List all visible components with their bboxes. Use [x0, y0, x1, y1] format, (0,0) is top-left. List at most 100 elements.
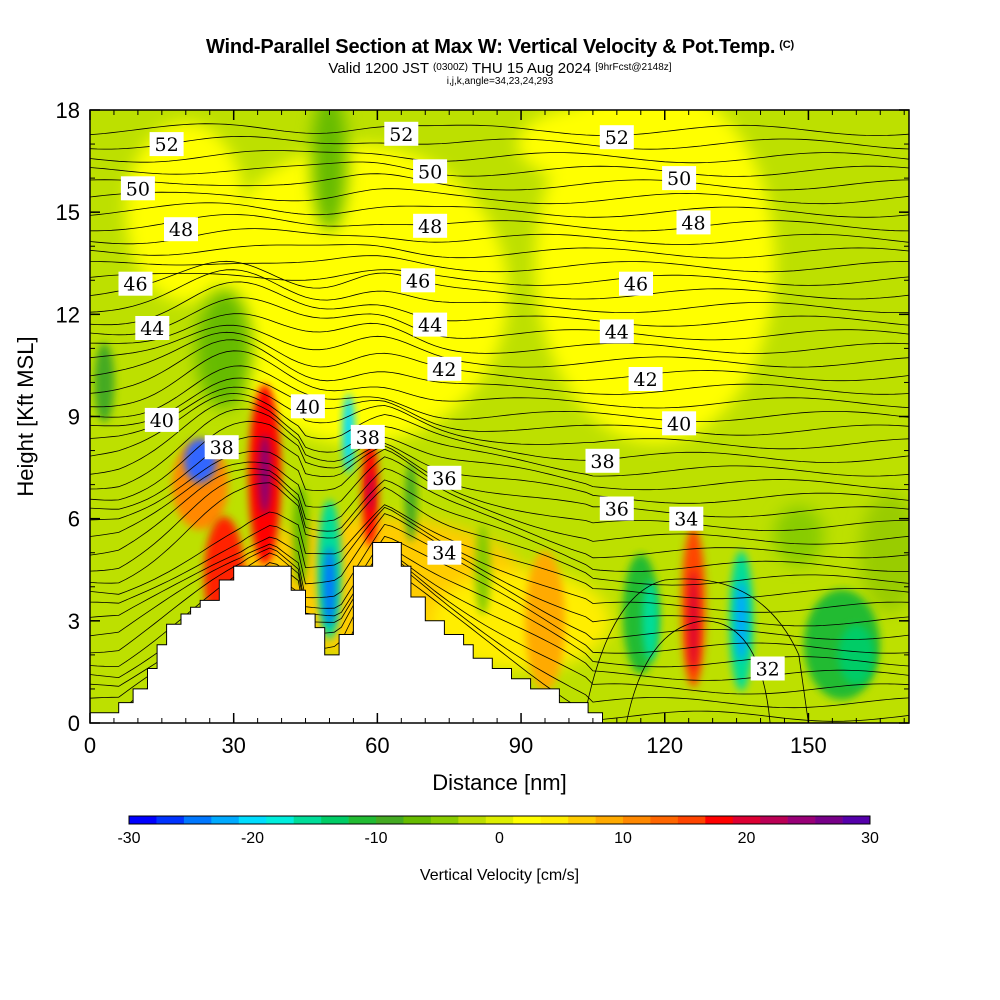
y-tick-label: 18: [56, 98, 80, 123]
contour-label-text: 38: [210, 437, 234, 459]
colorbar-swatch: [376, 816, 404, 824]
contour-label-text: 42: [432, 359, 456, 381]
colorbar-swatch: [787, 816, 816, 824]
colorbar-tick-label: 10: [614, 830, 632, 847]
colorbar-swatch: [650, 816, 679, 824]
x-tick-label: 30: [221, 733, 245, 758]
colorbar-swatch: [815, 816, 843, 824]
valid-utc: (0300Z): [432, 62, 468, 73]
colorbar-swatch: [430, 816, 459, 824]
colorbar-swatch: [211, 816, 240, 824]
colorbar-swatch: [595, 816, 624, 824]
contour-label: 48: [413, 213, 448, 238]
colorbar-tick-label: -20: [241, 830, 264, 847]
contour-label: 44: [599, 319, 634, 344]
colorbar-tick-label: -10: [364, 830, 387, 847]
colorbar-swatch: [183, 816, 212, 824]
y-axis-title: Height [Kft MSL]: [13, 336, 38, 496]
colorbar-swatch: [623, 816, 651, 824]
colorbar-swatch: [156, 816, 185, 824]
contour-label: 48: [164, 217, 198, 242]
contour-label-text: 46: [123, 274, 147, 296]
chart-subtitle: Valid 1200 JST (0300Z) THU 15 Aug 2024 […: [328, 60, 672, 77]
contour-label: 52: [149, 132, 184, 157]
contour-label-text: 48: [169, 219, 193, 241]
x-tick-label: 60: [365, 733, 389, 758]
colorbar-swatch: [732, 816, 761, 824]
colorbar-swatch: [540, 816, 569, 824]
contour-label-text: 38: [356, 427, 380, 449]
terrain-mask: [90, 542, 603, 723]
contour-label: 52: [599, 125, 634, 150]
colorbar-tick-label: 30: [861, 830, 879, 847]
contour-label-text: 40: [296, 396, 320, 418]
contour-label-text: 38: [590, 451, 614, 473]
colorbar-swatch: [705, 816, 734, 824]
contour-label: 38: [204, 435, 239, 460]
contour-label: 40: [662, 411, 697, 436]
contour-label: 50: [662, 166, 697, 191]
x-tick-label: 150: [790, 733, 827, 758]
x-tick-label: 0: [84, 733, 96, 758]
contour-label: 42: [427, 356, 462, 381]
colorbar-swatch: [568, 816, 596, 824]
colorbar-swatch: [348, 816, 377, 824]
contour-label-text: 52: [605, 127, 629, 149]
contour-label-text: 48: [418, 216, 442, 238]
colorbar: -30 -20 -10 0 10 20 30 Vertical Velocity [cm/s]: [117, 815, 879, 884]
colorbar-swatch: [458, 816, 487, 824]
contour-label-text: 50: [126, 178, 150, 200]
chart-title: Wind-Parallel Section at Max W: Vertical…: [206, 36, 794, 58]
contour-label: 38: [350, 424, 385, 449]
colorbar-title: Vertical Velocity [cm/s]: [420, 867, 579, 884]
contour-label: 48: [676, 210, 711, 235]
colorbar-swatch: [513, 816, 541, 824]
y-tick-label: 15: [56, 200, 80, 225]
contour-label-text: 44: [605, 321, 629, 343]
contour-label-text: 34: [674, 509, 698, 531]
colorbar-swatch: [677, 816, 706, 824]
colorbar-tick-label: 0: [495, 830, 504, 847]
contour-label-text: 52: [389, 124, 413, 146]
contour-label-text: 44: [140, 318, 164, 340]
contour-label-text: 36: [432, 468, 456, 490]
y-tick-label: 3: [68, 609, 80, 634]
contour-label: 34: [427, 540, 462, 565]
forecast-info: [9hrFcst@2148z]: [595, 62, 672, 73]
contour-label: 38: [585, 448, 620, 473]
x-tick-label: 90: [509, 733, 533, 758]
y-tick-label: 9: [68, 405, 80, 430]
contour-label: 34: [669, 506, 704, 531]
contour-label-text: 50: [667, 168, 691, 190]
colorbar-swatch: [266, 816, 294, 824]
colorbar-swatch: [842, 816, 871, 824]
contour-label-text: 34: [432, 543, 456, 565]
contour-label-text: 40: [667, 413, 691, 435]
colorbar-swatch: [403, 816, 432, 824]
contour-label-text: 46: [624, 274, 648, 296]
x-axis-title: Distance [nm]: [432, 770, 567, 795]
contour-label-text: 44: [418, 315, 442, 337]
contour-label-text: 48: [681, 212, 705, 234]
contour-label: 46: [619, 271, 653, 296]
colorbar-tick-label: -30: [117, 830, 140, 847]
y-tick-label: 12: [56, 302, 80, 327]
y-tick-label: 0: [68, 711, 80, 736]
contour-label: 44: [135, 316, 170, 340]
colorbar-swatch: [293, 816, 322, 824]
contour-label-text: 32: [756, 659, 780, 681]
colorbar-swatch: [485, 816, 514, 824]
colorbar-swatch: [129, 816, 157, 824]
colorbar-swatch: [238, 816, 267, 824]
contour-label: 44: [413, 312, 448, 337]
contour-label: 42: [628, 367, 663, 391]
colorbar-swatch: [760, 816, 788, 824]
contour-label: 46: [118, 271, 153, 296]
y-tick-label: 6: [68, 507, 80, 532]
contour-label: 50: [120, 176, 155, 201]
colorbar-swatch: [321, 816, 349, 824]
potential-temperature-contours: [90, 123, 909, 723]
contour-label: 36: [427, 465, 462, 490]
